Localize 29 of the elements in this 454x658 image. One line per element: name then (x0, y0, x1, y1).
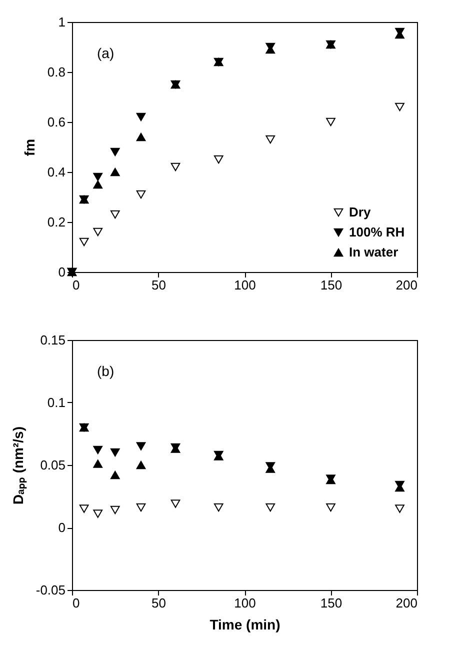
y-tick-label: 0 (58, 520, 66, 535)
x-tick-label: 50 (152, 596, 166, 610)
y-tick-label: 1 (58, 14, 66, 30)
y-tick-label: 0.15 (40, 332, 66, 348)
y-tick-label: 0.2 (47, 214, 66, 230)
y-axis-title: fm (21, 138, 38, 156)
legend-label: 100% RH (349, 224, 405, 240)
annotation: (b) (97, 363, 114, 379)
y-tick-label: 0.8 (47, 64, 66, 80)
x-tick-label: 0 (72, 278, 80, 292)
legend-label: In water (349, 244, 398, 260)
x-tick-label: 150 (320, 278, 342, 292)
annotation: (a) (97, 45, 114, 61)
legend-label: Dry (349, 204, 372, 220)
y-tick-label: 0.4 (47, 164, 66, 180)
x-tick-label: 50 (152, 278, 166, 292)
y-axis-title: Dₐₚₚ (nm²/s) (10, 426, 27, 504)
y-tick-label: 0.1 (47, 395, 66, 410)
x-tick-label: 200 (396, 596, 418, 610)
x-tick-label: 0 (72, 596, 80, 610)
y-tick-label: 0.05 (40, 458, 66, 472)
x-axis-title: Time (min) (210, 616, 280, 632)
x-tick-label: 200 (396, 278, 418, 292)
y-tick-label: 0.6 (47, 114, 66, 130)
x-tick-label: 100 (234, 596, 256, 610)
y-tick-label: 0 (58, 264, 66, 280)
x-tick-label: 100 (234, 278, 256, 292)
x-tick-label: 150 (320, 596, 342, 610)
y-tick-label: -0.05 (36, 582, 66, 598)
